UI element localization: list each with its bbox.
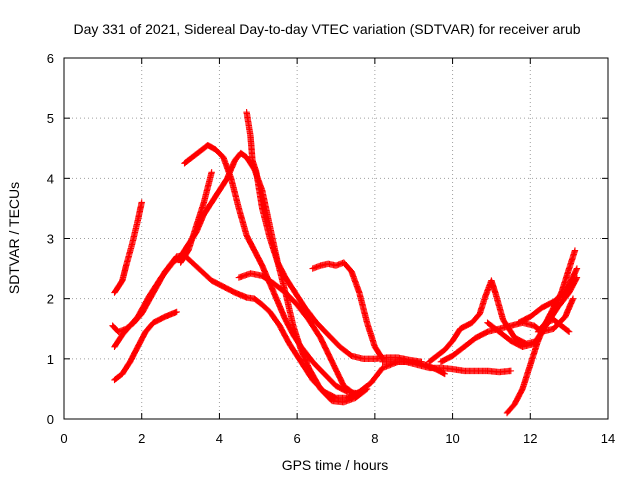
series-arc-6 bbox=[177, 169, 215, 266]
series-markers bbox=[235, 270, 359, 399]
series-markers bbox=[534, 316, 573, 335]
series-markers bbox=[111, 308, 180, 384]
series-arc-16 bbox=[534, 316, 573, 335]
y-tick-label: 1 bbox=[47, 352, 54, 367]
x-tick-label: 6 bbox=[294, 431, 301, 446]
series-markers bbox=[243, 109, 425, 366]
x-tick-label: 14 bbox=[601, 431, 615, 446]
series-arc-9 bbox=[309, 259, 386, 363]
series-arc-8 bbox=[235, 270, 359, 399]
series-arc-15 bbox=[515, 265, 581, 326]
series-markers bbox=[309, 259, 386, 363]
x-axis-title: GPS time / hours bbox=[282, 457, 389, 473]
x-tick-label: 0 bbox=[60, 431, 67, 446]
x-tick-label: 8 bbox=[371, 431, 378, 446]
series-markers bbox=[379, 358, 515, 376]
y-tick-labels: 0 1 2 3 4 5 6 bbox=[47, 51, 54, 427]
y-tick-label: 4 bbox=[47, 171, 54, 186]
y-axis-title: SDTVAR / TECUs bbox=[6, 182, 22, 294]
x-tick-labels: 0 2 4 6 8 10 12 14 bbox=[60, 431, 615, 446]
series-arc-7 bbox=[243, 109, 425, 366]
series-arc-4 bbox=[111, 308, 180, 384]
series-markers bbox=[111, 199, 145, 296]
x-tick-label: 12 bbox=[523, 431, 537, 446]
grid-lines bbox=[64, 58, 608, 419]
y-tick-label: 5 bbox=[47, 111, 54, 126]
series-arc-3 bbox=[111, 199, 145, 296]
y-tick-label: 2 bbox=[47, 292, 54, 307]
y-tick-label: 3 bbox=[47, 232, 54, 247]
data-points bbox=[109, 109, 581, 417]
x-tick-label: 4 bbox=[216, 431, 223, 446]
y-tick-label: 6 bbox=[47, 51, 54, 66]
x-tick-label: 10 bbox=[445, 431, 459, 446]
series-markers bbox=[177, 169, 215, 266]
x-tick-label: 2 bbox=[138, 431, 145, 446]
series-markers bbox=[426, 277, 542, 365]
series-arc-10 bbox=[379, 358, 515, 376]
series-markers bbox=[515, 265, 581, 326]
chart-title: Day 331 of 2021, Sidereal Day-to-day VTE… bbox=[73, 21, 580, 37]
y-tick-label: 0 bbox=[47, 412, 54, 427]
series-arc-11 bbox=[426, 277, 542, 365]
axis-ticks bbox=[63, 57, 609, 420]
